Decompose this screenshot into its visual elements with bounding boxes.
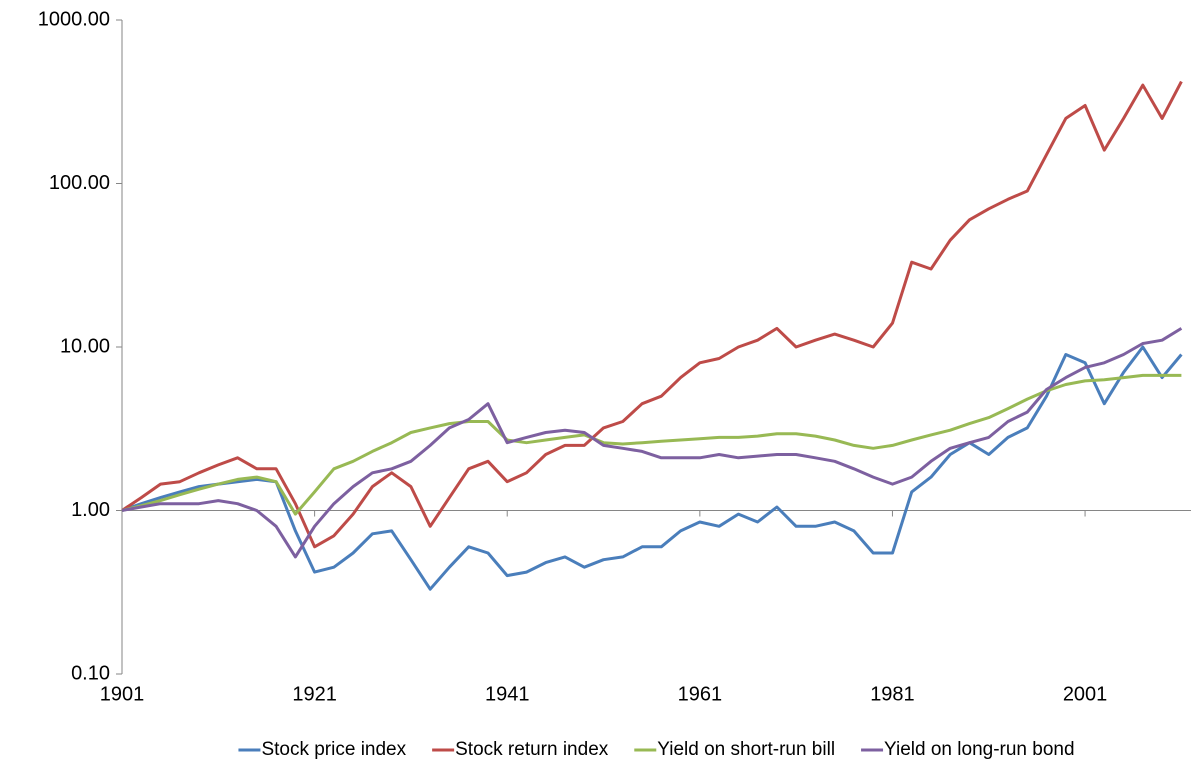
- y-tick-label: 100.00: [49, 172, 110, 194]
- y-tick-label: 1.00: [71, 499, 110, 521]
- x-tick-label: 1981: [870, 683, 915, 705]
- legend-label: Yield on short-run bill: [657, 739, 835, 760]
- legend-label: Stock return index: [455, 739, 609, 760]
- x-tick-label: 1901: [100, 683, 145, 705]
- x-tick-label: 2001: [1063, 683, 1108, 705]
- series-line: [121, 327, 1183, 559]
- legend-label: Yield on long-run bond: [884, 739, 1075, 760]
- x-tick-label: 1941: [485, 683, 530, 705]
- y-tick-label: 10.00: [60, 335, 110, 357]
- y-tick-label: 0.10: [71, 662, 110, 684]
- legend-label: Stock price index: [261, 739, 406, 760]
- series-line: [121, 345, 1183, 591]
- series-line: [121, 80, 1183, 549]
- x-tick-label: 1921: [292, 683, 337, 705]
- y-tick-label: 1000.00: [38, 8, 110, 30]
- x-tick-label: 1961: [678, 683, 723, 705]
- series-line: [121, 373, 1182, 516]
